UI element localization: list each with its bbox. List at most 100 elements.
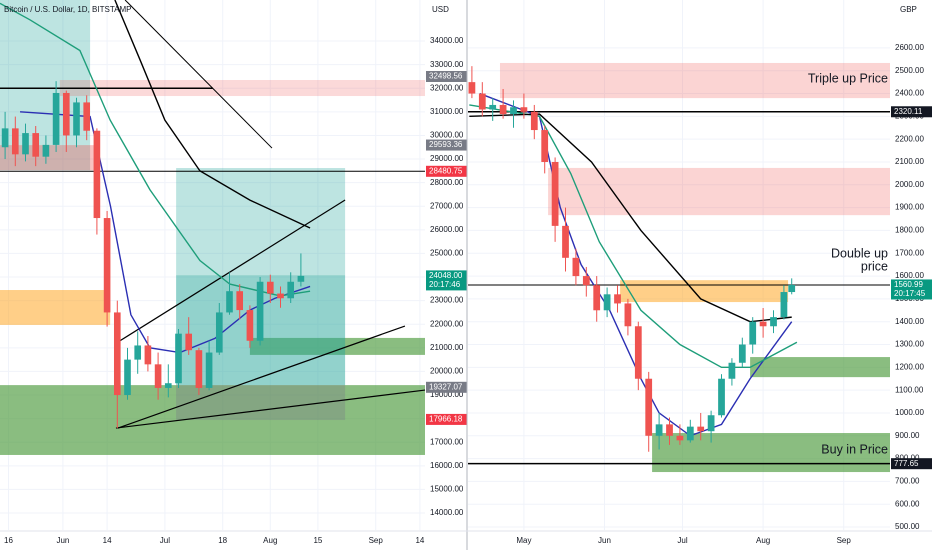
y-tick-label: 1300.00 (895, 340, 924, 349)
price-label-box (426, 381, 467, 393)
candle-body (788, 284, 796, 293)
y-tick-label: 1700.00 (895, 248, 924, 257)
annotation: Triple up Price (808, 71, 888, 85)
x-tick-label: May (516, 536, 531, 545)
candle-body (175, 333, 182, 384)
candle-body (83, 102, 91, 131)
candle-body (562, 225, 569, 258)
candle-body (572, 257, 580, 277)
y-tick-label: 25000.00 (430, 249, 464, 258)
candle-body (780, 292, 788, 318)
x-tick-label: Jun (56, 536, 69, 545)
chart-title: Bitcoin / U.S. Dollar, 1D, BITSTAMP (4, 5, 131, 14)
candle-body (655, 424, 663, 436)
candle-body (541, 130, 549, 162)
price-label-box (891, 458, 932, 470)
y-tick-label: 33000.00 (430, 60, 464, 69)
candle-body (154, 364, 162, 388)
chart-panel: 2600.002500.002400.002300.002200.002100.… (468, 0, 932, 545)
price-label: 24048.00 (429, 271, 463, 280)
price-label-box (426, 413, 467, 425)
candle-body (297, 275, 305, 282)
moving-average (469, 104, 798, 369)
y-tick-label: 15000.00 (430, 485, 464, 494)
candle-body (124, 359, 131, 396)
candle-body (759, 321, 767, 327)
x-tick-label: Sep (837, 536, 852, 545)
x-tick-label: Aug (756, 536, 770, 545)
price-label-box (891, 106, 932, 118)
zone (0, 290, 111, 325)
x-tick-label: 14 (103, 536, 112, 545)
candle-body (226, 291, 233, 313)
trend-line (124, 0, 273, 149)
candle-body (728, 362, 736, 379)
y-tick-label: 1400.00 (895, 317, 924, 326)
candle-body (634, 326, 642, 379)
candle-body (277, 293, 284, 299)
candle-body (738, 344, 746, 363)
candle-body (478, 93, 486, 110)
y-tick-label: 1800.00 (895, 226, 924, 235)
candle-body (103, 218, 111, 313)
x-tick-label: Jun (598, 536, 611, 545)
countdown: 20:17:46 (429, 280, 461, 289)
x-tick-label: Jul (160, 536, 170, 545)
chart-panel: 34000.00 33000.00 32000.00 31000.00 30000.00… (0, 0, 467, 545)
candle-body (676, 435, 684, 441)
annotation: price (861, 259, 888, 273)
y-tick-label: 28000.00 (430, 178, 464, 187)
candle-body (603, 294, 611, 311)
countdown: 20:17:45 (894, 289, 926, 298)
candle-body (164, 383, 172, 388)
y-tick-label: 23000.00 (430, 296, 464, 305)
candle-body (215, 312, 223, 353)
zone (499, 62, 890, 99)
candle-body (287, 281, 295, 299)
y-tick-label: 1900.00 (895, 203, 924, 212)
zone (0, 385, 425, 455)
candle-body (1, 128, 9, 148)
y-tick-label: 17000.00 (430, 437, 464, 446)
price-label: 28480.75 (429, 166, 463, 175)
y-tick-label: 22000.00 (430, 319, 464, 328)
zone (59, 79, 426, 97)
candle-body (52, 92, 60, 145)
x-tick-label: Sep (369, 536, 384, 545)
price-label: 32498.56 (429, 72, 463, 81)
y-tick-label: 1600.00 (895, 271, 924, 280)
zone (750, 357, 890, 378)
zone (548, 167, 890, 216)
y-tick-label: 600.00 (895, 499, 920, 508)
candle-body (32, 133, 40, 157)
zone (176, 168, 346, 276)
moving-average (469, 113, 792, 323)
y-tick-label: 700.00 (895, 477, 920, 486)
price-label: 29593.36 (429, 140, 463, 149)
candle-body (266, 281, 274, 294)
y-tick-label: 19000.00 (430, 390, 464, 399)
price-label-box (426, 165, 467, 177)
candle-body (134, 345, 142, 360)
y-tick-label: 29000.00 (430, 154, 464, 163)
candle-body (185, 333, 193, 351)
moving-average (114, 0, 311, 229)
y-tick-label: 34000.00 (430, 36, 464, 45)
y-tick-label: 26000.00 (430, 225, 464, 234)
x-tick-label: 18 (218, 536, 227, 545)
candle-body (530, 111, 538, 131)
price-label: 17966.18 (429, 415, 463, 424)
annotation: Buy in Price (821, 442, 888, 456)
x-tick-label: 15 (313, 536, 322, 545)
candle-body (236, 291, 244, 311)
candle-body (499, 104, 507, 115)
candle-body (666, 424, 673, 436)
candle-body (645, 378, 653, 436)
candle-body (62, 92, 70, 136)
candle-body (593, 285, 601, 311)
candle-body (624, 303, 632, 327)
x-tick-label: 14 (415, 536, 424, 545)
